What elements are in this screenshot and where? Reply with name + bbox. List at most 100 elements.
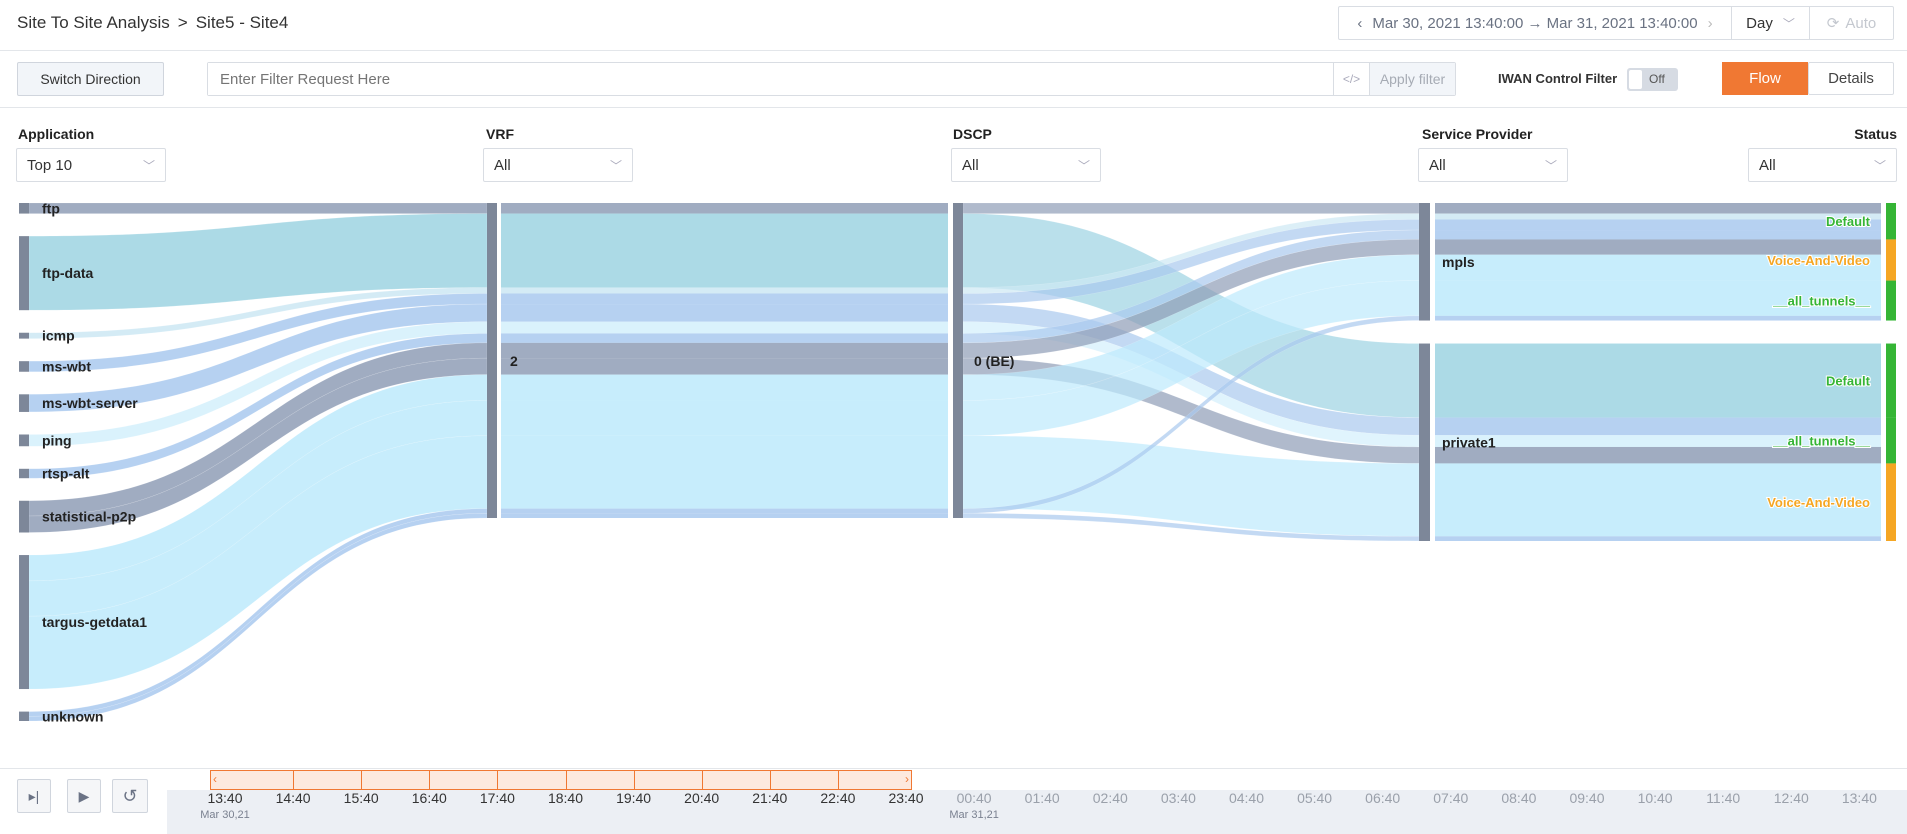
- status-label: Voice-And-Video: [1767, 253, 1870, 268]
- link-provider-status: [1435, 213, 1881, 220]
- app-label: unknown: [42, 708, 103, 724]
- app-label: ms-wbt: [42, 358, 91, 374]
- status-node: [1886, 203, 1896, 240]
- date-range-text: Mar 30, 2021 13:40:00 → Mar 31, 2021 13:…: [1372, 14, 1698, 32]
- timeline-tick: 13:40: [1841, 790, 1877, 806]
- app-label: targus-getdata1: [42, 614, 147, 630]
- timeline-brush[interactable]: ‹ ›: [210, 770, 912, 790]
- date-range-picker[interactable]: ‹ Mar 30, 2021 13:40:00 → Mar 31, 2021 1…: [1339, 15, 1731, 32]
- timeline-tick: 19:40: [616, 790, 652, 806]
- timeline-tick: 09:40: [1569, 790, 1605, 806]
- timeline-tick: 21:40: [752, 790, 788, 806]
- provider-label: private1: [1442, 434, 1496, 450]
- select-value: Top 10: [27, 156, 73, 174]
- status-label: Default: [1826, 374, 1871, 389]
- link-provider-status: [1435, 203, 1881, 214]
- status-label: Default: [1826, 214, 1871, 229]
- brush-right-handle-icon[interactable]: ›: [905, 772, 909, 786]
- timeline-tick: 22:40: [820, 790, 856, 806]
- brush-gridline: [429, 771, 431, 789]
- status-label: Voice-And-Video: [1767, 495, 1870, 510]
- step-forward-button[interactable]: ▸|: [17, 779, 51, 813]
- apply-filter-button[interactable]: Apply filter: [1369, 63, 1455, 95]
- link-vrf-dscp: [501, 203, 948, 214]
- iwan-control-filter-label: IWAN Control Filter: [1498, 71, 1618, 86]
- date-range-control: ‹ Mar 30, 2021 13:40:00 → Mar 31, 2021 1…: [1338, 6, 1894, 40]
- timeline-tick: 07:40: [1433, 790, 1469, 806]
- app-node: [19, 500, 29, 533]
- code-icon[interactable]: </>: [1333, 63, 1369, 95]
- application-filter-select[interactable]: Top 10 ﹀: [16, 148, 166, 182]
- app-label: ping: [42, 432, 72, 448]
- link-provider-status: [1435, 435, 1881, 447]
- app-node: [19, 332, 29, 339]
- tab-flow[interactable]: Flow: [1722, 62, 1808, 95]
- app-label: icmp: [42, 328, 75, 344]
- select-value: All: [962, 156, 979, 174]
- status-node: [1886, 239, 1896, 281]
- switch-direction-button[interactable]: Switch Direction: [17, 62, 164, 96]
- toggle-state-label: Off: [1649, 72, 1665, 86]
- chevron-down-icon: ﹀: [1544, 158, 1557, 173]
- link-provider-status: [1435, 417, 1881, 436]
- auto-refresh-button[interactable]: ⟳ Auto: [1809, 7, 1893, 39]
- link-vrf-dscp: [501, 304, 948, 322]
- link-provider-status: [1435, 463, 1881, 537]
- timeline-tick: 15:40: [343, 790, 379, 806]
- timeline-tick: 18:40: [547, 790, 584, 806]
- app-label: statistical-p2p: [42, 509, 136, 525]
- app-label: ftp-data: [42, 265, 94, 281]
- app-node: [19, 394, 29, 412]
- brush-gridline: [701, 771, 703, 789]
- link-provider-status: [1435, 230, 1881, 240]
- reset-button[interactable]: ↺: [112, 779, 148, 813]
- breadcrumb-current: Site5 - Site4: [195, 13, 289, 32]
- header-bar: Site To Site Analysis > Site5 - Site4 ‹ Ma…: [0, 0, 1907, 51]
- next-range-icon[interactable]: ›: [1707, 14, 1713, 32]
- chevron-down-icon: ﹀: [609, 158, 622, 173]
- vrf-filter-select[interactable]: All ﹀: [483, 148, 633, 182]
- timeline-tick: 20:40: [684, 790, 720, 806]
- divider: [0, 107, 1907, 108]
- service-provider-filter-select[interactable]: All ﹀: [1418, 148, 1568, 182]
- link-app-vrf: [28, 202, 488, 214]
- status-node: [1886, 280, 1896, 321]
- brush-left-handle-icon[interactable]: ‹: [213, 772, 217, 786]
- dscp-filter-select[interactable]: All ﹀: [951, 148, 1101, 182]
- step-forward-icon: ▸|: [28, 787, 40, 804]
- chevron-down-icon: ﹀: [142, 158, 155, 173]
- play-icon: ▶: [78, 787, 90, 804]
- column-header-dscp: DSCP: [953, 126, 992, 142]
- column-header-application: Application: [18, 126, 95, 142]
- filter-bar: </> Apply filter: [207, 62, 1456, 96]
- link-vrf-dscp: [501, 508, 948, 514]
- brush-gridline: [633, 771, 635, 789]
- timeline-tick: 03:40: [1160, 790, 1196, 806]
- breadcrumb-root[interactable]: Site To Site Analysis: [17, 13, 170, 32]
- link-provider-status: [1435, 254, 1881, 281]
- timeline-tick: 01:40: [1024, 790, 1060, 806]
- link-vrf-dscp: [501, 287, 948, 294]
- timeline-tick: 23:40: [888, 790, 924, 806]
- status-filter-select[interactable]: All ﹀: [1748, 148, 1897, 182]
- breadcrumb-separator-icon: >: [177, 13, 188, 32]
- status-label: __all_tunnels__: [1772, 434, 1871, 449]
- brush-gridline: [837, 771, 839, 789]
- link-vrf-dscp: [501, 213, 948, 288]
- chevron-down-icon: ﹀: [1077, 158, 1090, 173]
- link-dscp-provider: [962, 202, 1420, 214]
- timeline-date: Mar 30,21: [200, 809, 250, 821]
- filter-input[interactable]: [208, 63, 1333, 95]
- tab-details[interactable]: Details: [1808, 62, 1894, 95]
- prev-range-icon[interactable]: ‹: [1357, 14, 1363, 32]
- column-header-vrf: VRF: [486, 126, 514, 142]
- link-provider-status: [1435, 315, 1881, 321]
- period-select[interactable]: Day ﹀: [1731, 7, 1809, 39]
- link-vrf-dscp: [501, 374, 948, 401]
- iwan-toggle[interactable]: Off: [1627, 68, 1678, 91]
- link-vrf-dscp: [501, 513, 948, 518]
- sankey-chart: ftp ftp-data icmp ms-wbt ms-wbt-server ping rt…: [19, 200, 1896, 724]
- period-value: Day: [1746, 14, 1773, 32]
- link-provider-status: [1435, 280, 1881, 316]
- play-button[interactable]: ▶: [67, 779, 101, 813]
